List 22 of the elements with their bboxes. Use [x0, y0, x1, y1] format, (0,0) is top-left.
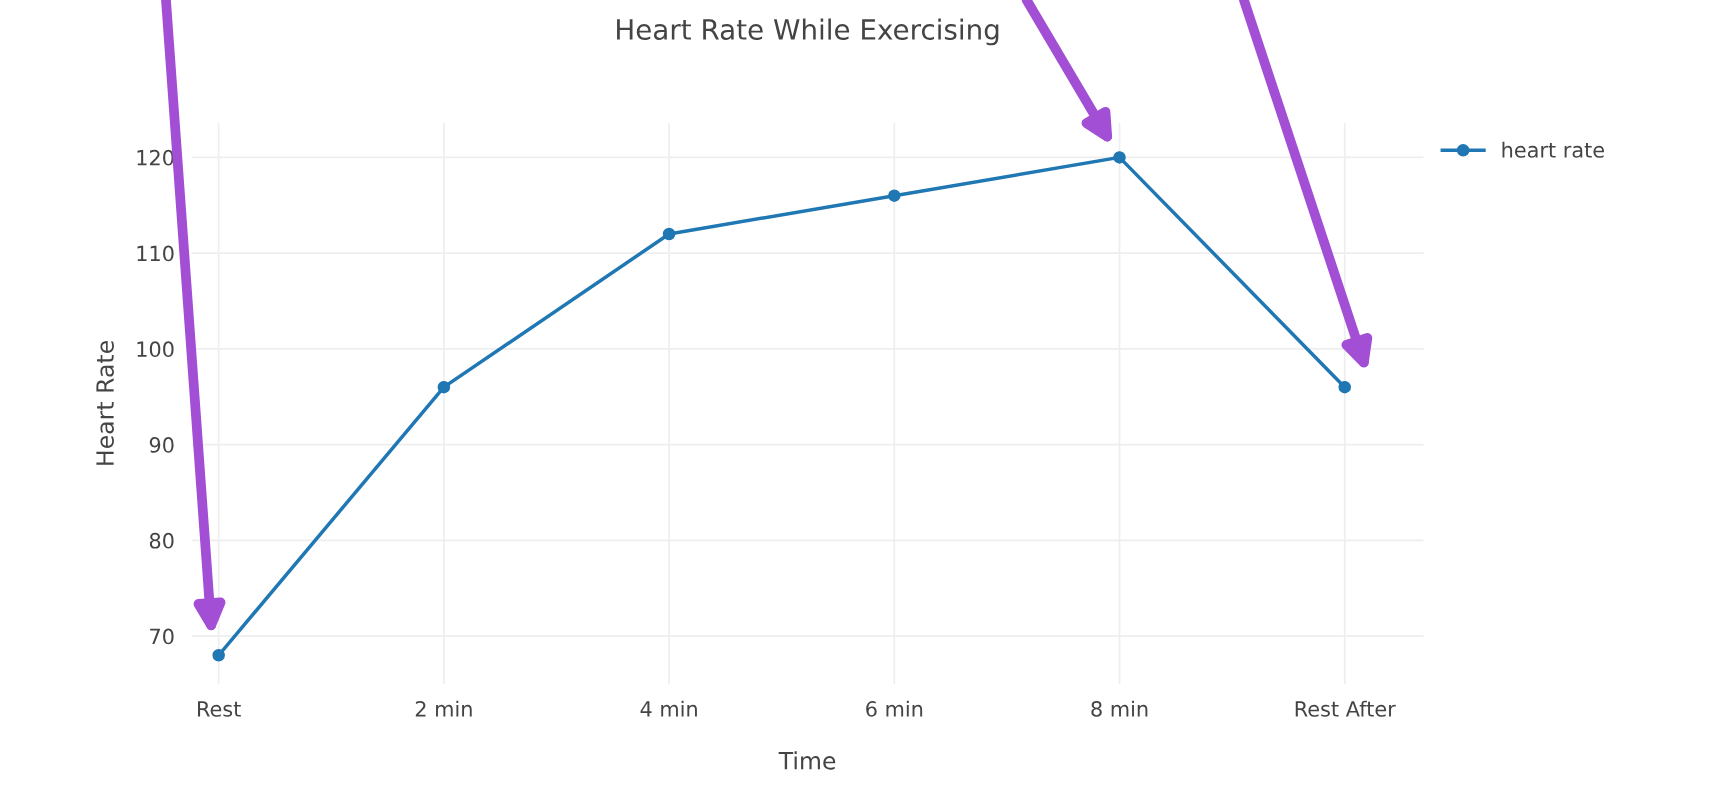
point — [888, 189, 901, 202]
y-tick-label: 90 — [149, 437, 174, 453]
y-tick-label: 100 — [137, 341, 174, 358]
x-tick-label: 6 min — [866, 700, 923, 717]
x-tick-label: 8 min — [1091, 700, 1148, 717]
x-tick-label: 4 min — [640, 700, 697, 717]
y-axis-title: Heart Rate — [96, 341, 114, 465]
point — [212, 649, 225, 662]
point — [1338, 380, 1351, 394]
y-tick-label: 110 — [137, 245, 174, 262]
y-tick-label: 80 — [149, 532, 174, 549]
point — [662, 227, 676, 241]
y-tick-label: 70 — [150, 628, 174, 645]
x-tick-label: Rest After — [1295, 700, 1396, 717]
x-tick-label: Rest — [198, 701, 241, 717]
y-tick-label: 120 — [137, 149, 174, 166]
x-axis-title: Time — [778, 751, 836, 770]
point — [437, 380, 451, 394]
point — [1113, 151, 1126, 164]
chart-title: Heart Rate While Exercising — [617, 18, 999, 46]
x-tick-label: 2 min — [415, 700, 472, 717]
legend-label: heart rate — [1502, 141, 1604, 158]
